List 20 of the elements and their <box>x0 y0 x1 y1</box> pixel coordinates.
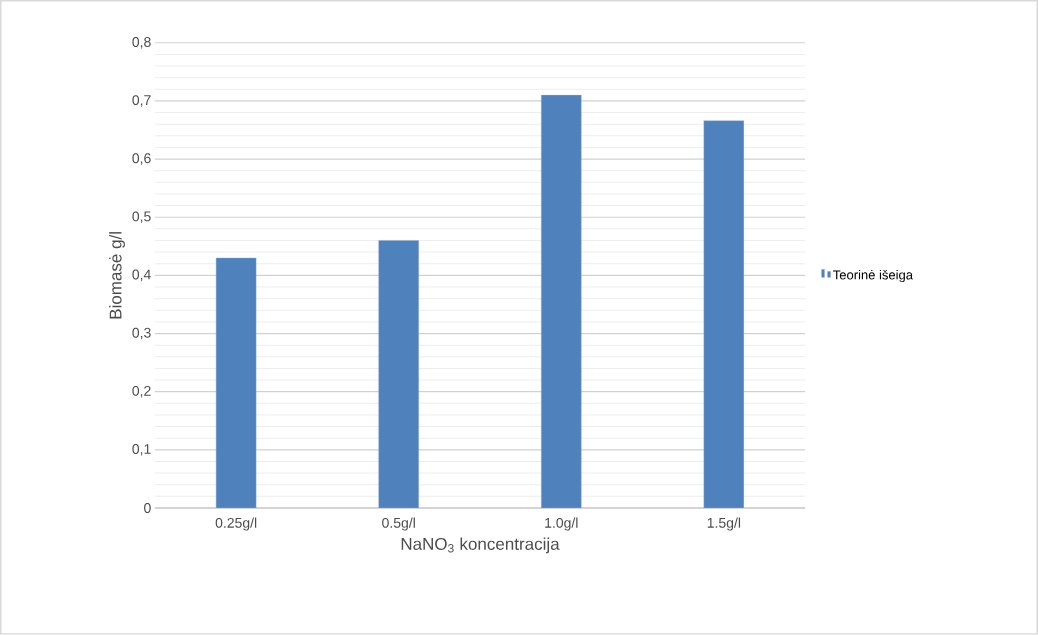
x-axis-title: NaNO$_{3}$ koncentracija <box>401 537 560 554</box>
y-tick-label: 0,4 <box>132 269 151 282</box>
x-tick-label: 1.5g/l <box>707 517 741 531</box>
bar <box>703 120 745 509</box>
y-tick-label: 0 <box>144 503 151 514</box>
bar <box>378 240 419 509</box>
y-tick-label: 0,7 <box>132 95 151 107</box>
x-tick-label: 0.5g/l <box>382 517 415 531</box>
legend-label: Teorinė išeiga <box>833 269 913 283</box>
y-tick-label: 0,6 <box>132 153 151 165</box>
bar <box>541 95 582 509</box>
y-tick-label: 0,3 <box>132 327 151 340</box>
y-tick-label: 0,2 <box>132 385 151 398</box>
y-tick-label: 0,1 <box>132 444 151 456</box>
x-tick-label: 1.0g/l <box>545 517 578 531</box>
bar <box>215 257 257 509</box>
y-tick-label: 0,8 <box>132 37 151 49</box>
y-axis-title: Biomasė g/l <box>109 232 125 319</box>
x-tick-label: 0.25g/l <box>215 517 257 531</box>
y-tick-label: 0,5 <box>132 211 151 224</box>
